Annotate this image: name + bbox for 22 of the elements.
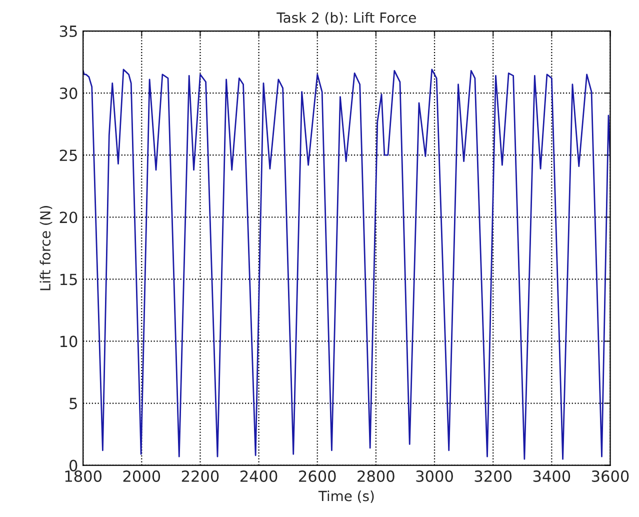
x-tick-label: 3400 — [533, 470, 570, 482]
x-tick-label: 2800 — [358, 470, 394, 482]
y-tick-label: 20 — [60, 212, 78, 224]
y-tick-label: 5 — [70, 398, 77, 410]
y-tick-label: 0 — [69, 460, 78, 472]
x-tick-label: 3600 — [592, 470, 629, 482]
chart-title: Task 2 (b): Lift Force — [276, 12, 416, 25]
x-tick-label: 2200 — [182, 470, 219, 482]
y-tick-label: 15 — [60, 274, 77, 286]
x-axis-title: Time (s) — [318, 490, 374, 503]
y-tick-label: 10 — [60, 336, 78, 348]
line-series — [83, 68, 610, 460]
y-axis-title: Lift force (N) — [40, 206, 52, 290]
y-tick-label: 30 — [60, 88, 78, 100]
x-tick-label: 2600 — [299, 470, 336, 482]
x-tick-label: 2000 — [123, 470, 160, 482]
y-tick-label: 35 — [60, 25, 77, 38]
y-tick-label: 25 — [60, 150, 77, 162]
x-tick-label: 1800 — [65, 470, 102, 482]
x-tick-label: 3000 — [416, 470, 453, 482]
x-tick-label: 2400 — [240, 470, 278, 482]
x-tick-label: 3200 — [474, 470, 512, 482]
